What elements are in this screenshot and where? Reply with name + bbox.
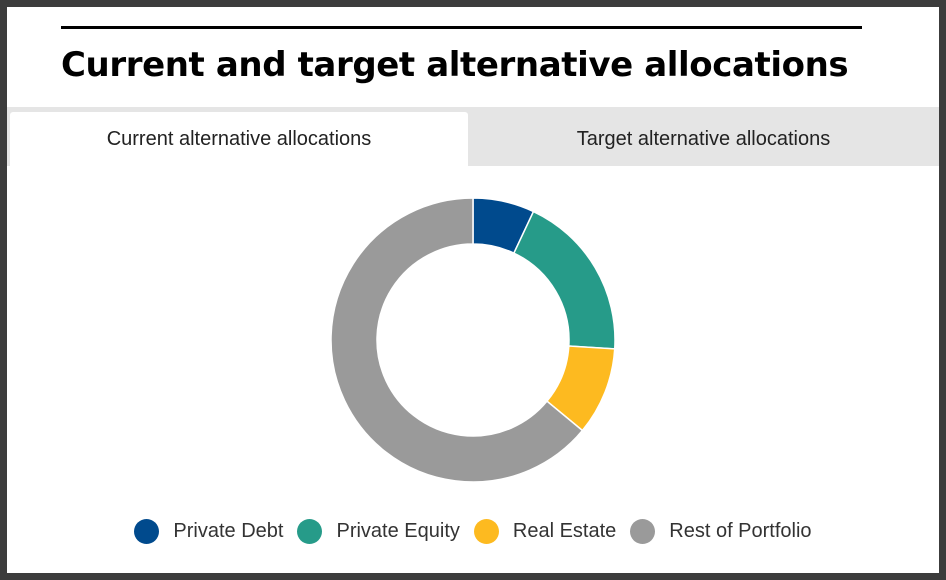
chart-card: Current and target alternative allocatio…: [7, 7, 939, 573]
donut-slice-private-equity[interactable]: [512, 210, 616, 350]
legend-swatch: [473, 519, 499, 544]
donut-chart: [330, 197, 616, 483]
legend-label: Rest of Portfolio: [669, 520, 812, 542]
top-divider: [61, 26, 862, 29]
chart-area: Private Debt Private Equity Real Estate …: [7, 167, 939, 573]
tab-target-allocations[interactable]: Target alternative allocations: [576, 127, 831, 150]
legend-swatch: [134, 519, 160, 544]
tab-bar: Current alternative allocations Target a…: [7, 107, 939, 166]
legend-swatch: [630, 519, 656, 544]
legend-swatch: [297, 519, 323, 544]
donut-slice-rest-of-portfolio[interactable]: [330, 197, 584, 483]
chart-legend: Private Debt Private Equity Real Estate …: [7, 519, 939, 544]
legend-item-private-debt[interactable]: Private Debt: [134, 519, 283, 544]
legend-label: Real Estate: [512, 520, 617, 542]
legend-item-private-equity[interactable]: Private Equity: [297, 519, 460, 544]
legend-item-rest-of-portfolio[interactable]: Rest of Portfolio: [630, 519, 812, 544]
legend-item-real-estate[interactable]: Real Estate: [473, 519, 617, 544]
legend-label: Private Debt: [173, 520, 284, 542]
page-title: Current and target alternative allocatio…: [61, 45, 849, 85]
legend-label: Private Equity: [336, 520, 460, 542]
tab-current-allocations[interactable]: Current alternative allocations: [10, 112, 468, 166]
